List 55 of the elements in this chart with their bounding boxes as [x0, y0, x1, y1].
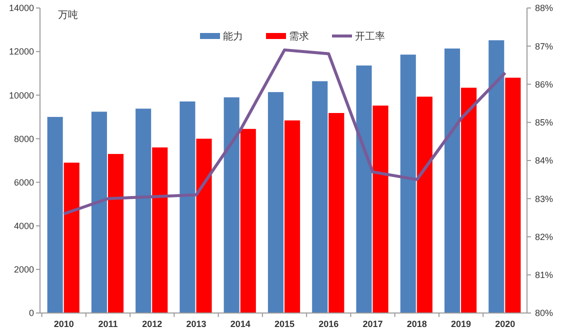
bar	[152, 147, 168, 313]
bar	[64, 162, 80, 313]
x-tick-label: 2016	[318, 319, 339, 329]
y-tick-label: 12000	[8, 46, 34, 57]
x-tick-label: 2019	[451, 319, 472, 329]
y2-tick-label: 87%	[535, 41, 554, 52]
line-series	[62, 48, 507, 216]
legend-label: 能力	[223, 30, 243, 42]
bar	[47, 116, 63, 313]
y-tick-label: 0	[28, 308, 34, 318]
x-tick-label: 2010	[54, 319, 74, 329]
y-tick-label: 2000	[14, 264, 34, 275]
y2-tick-label: 81%	[535, 270, 554, 280]
bar	[108, 154, 124, 313]
x-tick-label: 2020	[495, 319, 516, 329]
x-tick-label: 2014	[230, 319, 250, 329]
x-tick-label: 2013	[186, 319, 206, 329]
bar	[268, 92, 284, 313]
annotation: 万吨	[58, 9, 78, 21]
y-tick-label: 6000	[14, 177, 34, 188]
bar	[416, 96, 432, 313]
bar	[91, 112, 107, 313]
bar	[136, 108, 152, 313]
bar	[284, 120, 300, 313]
y2-tick-label: 83%	[535, 194, 554, 204]
y-tick-label: 10000	[8, 90, 34, 100]
bar	[196, 138, 212, 313]
y-tick-label: 14000	[8, 3, 34, 14]
y2-tick-label: 88%	[535, 3, 554, 14]
bar	[356, 66, 372, 313]
y-tick-label: 8000	[14, 134, 34, 144]
y2-tick-label: 85%	[535, 118, 554, 128]
legend-label: 开工率	[355, 30, 385, 42]
y-tick-label: 4000	[14, 221, 34, 232]
bar	[488, 40, 504, 313]
bar	[224, 97, 240, 313]
bar	[505, 78, 521, 313]
x-tick-label: 2012	[142, 319, 162, 329]
x-tick-label: 2017	[362, 319, 383, 329]
bar	[312, 81, 328, 313]
bar	[328, 113, 344, 313]
bar	[240, 128, 256, 313]
x-tick-label: 2011	[98, 319, 118, 329]
x-tick-label: 2018	[406, 319, 427, 329]
bar	[372, 106, 388, 313]
legend-label: 需求	[289, 30, 309, 42]
bar	[461, 88, 477, 313]
bar	[180, 101, 196, 313]
y2-tick-label: 84%	[535, 156, 554, 166]
x-tick-label: 2015	[274, 319, 295, 329]
y2-tick-label: 82%	[535, 232, 554, 242]
bar	[400, 54, 416, 313]
y2-tick-label: 80%	[535, 308, 554, 318]
bar	[444, 48, 460, 313]
y2-tick-label: 86%	[535, 79, 554, 90]
